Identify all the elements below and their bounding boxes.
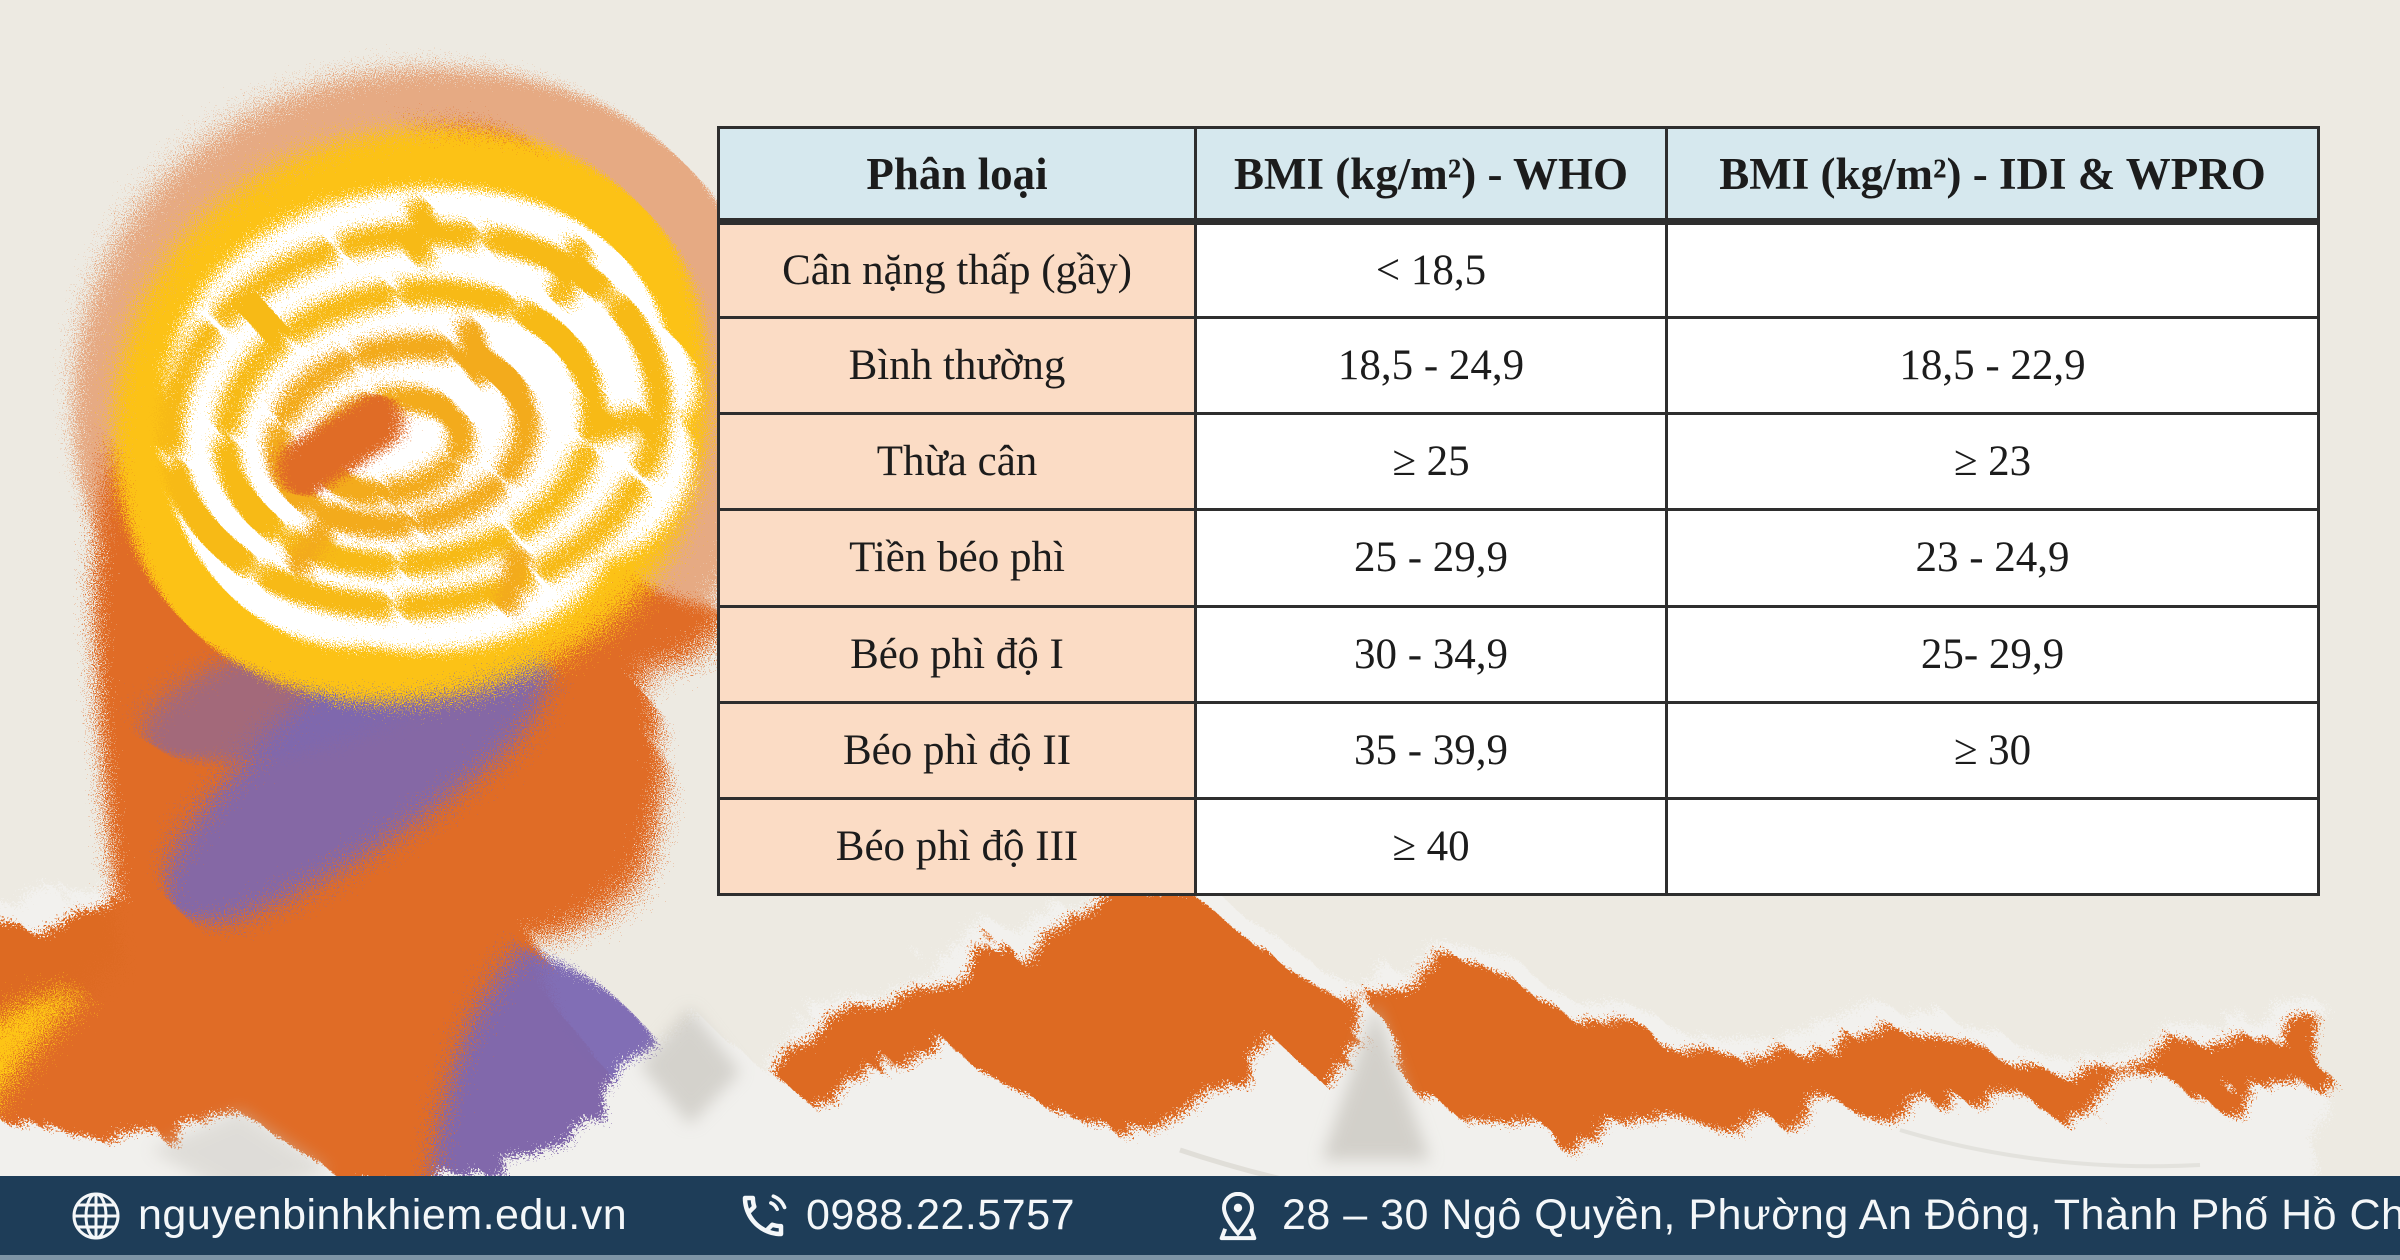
footer-phone[interactable]: 0988.22.5757: [736, 1176, 1075, 1255]
who-value-cell: ≥ 25: [1194, 412, 1668, 512]
table-row: Thừa cân ≥ 25 ≥ 23: [717, 412, 2320, 512]
category-cell: Cân nặng thấp (gầy): [717, 219, 1197, 320]
maze-marker: [276, 394, 404, 496]
location-pin-icon: [1219, 1191, 1257, 1240]
footer-address[interactable]: 28 – 30 Ngô Quyền, Phường An Đông, Thành…: [1210, 1176, 2400, 1255]
footer-bar: nguyenbinhkhiem.edu.vn 0988.22.5757 28: [0, 1176, 2400, 1260]
category-cell: Tiền béo phì: [717, 508, 1197, 608]
col-header-category: Phân loại: [717, 126, 1197, 225]
who-value-cell: 30 - 34,9: [1194, 604, 1668, 704]
who-value-cell: ≥ 40: [1194, 796, 1668, 897]
col-header-bmi-who: BMI (kg/m²) - WHO: [1194, 126, 1668, 225]
idi-value-cell: 23 - 24,9: [1665, 508, 2320, 608]
footer-website[interactable]: nguyenbinhkhiem.edu.vn: [70, 1176, 627, 1255]
who-value-cell: < 18,5: [1194, 219, 1668, 320]
table-row: Tiền béo phì 25 - 29,9 23 - 24,9: [717, 508, 2320, 608]
who-value-cell: 18,5 - 24,9: [1194, 316, 1668, 416]
idi-value-cell: ≥ 23: [1665, 412, 2320, 512]
col-header-bmi-idi: BMI (kg/m²) - IDI & WPRO: [1665, 126, 2320, 225]
table-row: Béo phì độ III ≥ 40: [717, 796, 2320, 897]
category-cell: Thừa cân: [717, 412, 1197, 512]
category-cell: Bình thường: [717, 316, 1197, 416]
phone-text: 0988.22.5757: [806, 1191, 1076, 1239]
table-header-row: Phân loại BMI (kg/m²) - WHO BMI (kg/m²) …: [717, 126, 2320, 225]
idi-value-cell: [1665, 796, 2320, 897]
idi-value-cell: [1665, 219, 2320, 320]
who-value-cell: 35 - 39,9: [1194, 700, 1668, 800]
category-cell: Béo phì độ III: [717, 796, 1197, 897]
table-row: Cân nặng thấp (gầy) < 18,5: [717, 219, 2320, 320]
category-cell: Béo phì độ II: [717, 700, 1197, 800]
who-value-cell: 25 - 29,9: [1194, 508, 1668, 608]
table-row: Bình thường 18,5 - 24,9 18,5 - 22,9: [717, 316, 2320, 416]
website-text: nguyenbinhkhiem.edu.vn: [138, 1191, 628, 1239]
table-body: Cân nặng thấp (gầy) < 18,5 Bình thường 1…: [717, 219, 2320, 897]
idi-value-cell: 25- 29,9: [1665, 604, 2320, 704]
category-cell: Béo phì độ I: [717, 604, 1197, 704]
address-text: 28 – 30 Ngô Quyền, Phường An Đông, Thành…: [1282, 1191, 2400, 1239]
table-row: Béo phì độ I 30 - 34,9 25- 29,9: [717, 604, 2320, 704]
idi-value-cell: 18,5 - 22,9: [1665, 316, 2320, 416]
globe-icon: [72, 1192, 120, 1239]
phone-icon: [742, 1193, 787, 1236]
idi-value-cell: ≥ 30: [1665, 700, 2320, 800]
bmi-table: Phân loại BMI (kg/m²) - WHO BMI (kg/m²) …: [717, 126, 2320, 897]
table-row: Béo phì độ II 35 - 39,9 ≥ 30: [717, 700, 2320, 800]
